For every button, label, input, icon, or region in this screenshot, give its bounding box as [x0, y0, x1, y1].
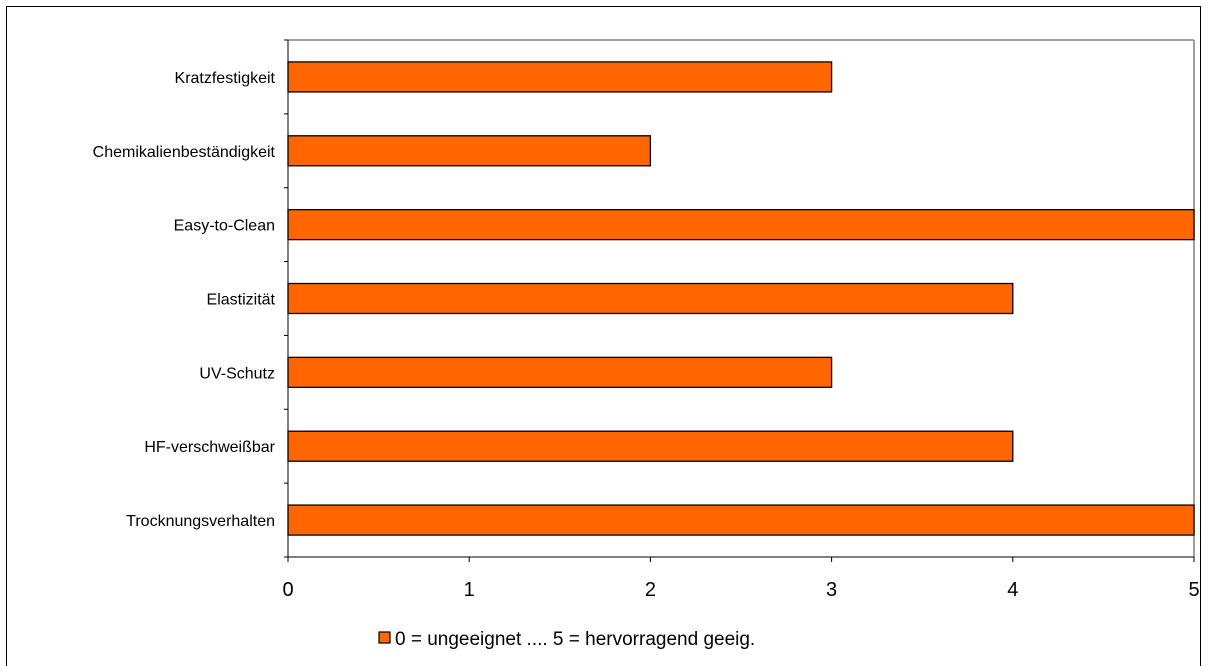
legend-swatch — [378, 631, 391, 644]
category-label: Kratzfestigkeit — [175, 70, 276, 87]
bar — [287, 282, 1014, 315]
x-tick-label: 1 — [464, 579, 475, 601]
legend: 0 = ungeeignet .... 5 = hervorragend gee… — [378, 629, 755, 650]
bar — [287, 356, 833, 389]
bar — [287, 504, 1195, 536]
bar — [287, 430, 1014, 462]
plot-area — [284, 39, 1195, 558]
x-tick-label: 4 — [1007, 579, 1018, 601]
chart-frame — [6, 6, 1201, 666]
x-tick-label: 2 — [645, 579, 656, 601]
bar — [287, 208, 1195, 241]
x-tick-label: 3 — [826, 579, 837, 601]
category-label: Easy-to-Clean — [174, 218, 275, 235]
category-labels: Kratzfestigkeit Chemikalienbeständigkeit E… — [93, 70, 276, 530]
bar — [287, 135, 652, 167]
x-axis-ticks: 0 1 2 3 4 5 — [282, 557, 1200, 601]
category-label: HF-verschweißbar — [144, 439, 275, 456]
x-tick-label: 5 — [1188, 579, 1199, 601]
bar — [287, 61, 833, 93]
x-tick-label: 0 — [282, 579, 293, 601]
category-label: Elastizität — [207, 292, 276, 309]
legend-label: 0 = ungeeignet .... 5 = hervorragend gee… — [395, 629, 755, 650]
category-label: Trocknungsverhalten — [126, 513, 275, 530]
bars-group — [287, 61, 1195, 536]
category-label: Chemikalienbeständigkeit — [93, 144, 276, 161]
category-label: UV-Schutz — [199, 365, 275, 382]
